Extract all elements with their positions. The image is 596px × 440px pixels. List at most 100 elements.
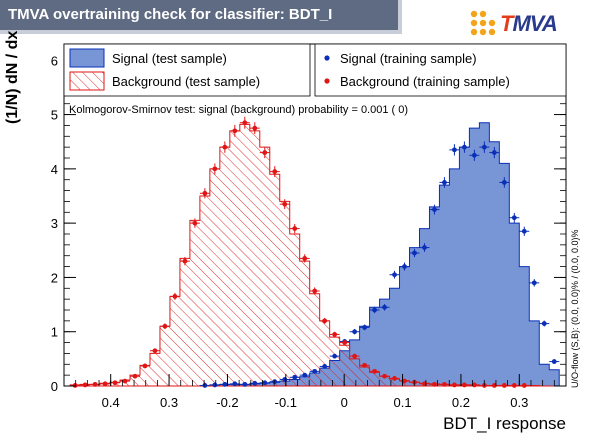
background-training-point [379,373,390,379]
background-training-point [319,317,330,324]
background-training-marker [222,144,228,150]
background-training-point [159,323,170,330]
background-training-marker [92,381,98,387]
background-training-marker [402,378,407,384]
legend-box-right [314,43,567,97]
background-training-point [140,363,150,369]
signal-training-marker [501,180,507,185]
signal-training-marker [302,372,308,378]
y-tick-label: 5 [51,108,58,123]
legend-swatch-signal-test [69,48,105,68]
background-training-point [259,146,270,159]
signal-training-marker [462,144,467,150]
background-training-marker [372,368,377,374]
legend-swatch-background-test [69,71,105,91]
signal-training-marker [541,321,547,326]
x-tick-label: 0.3 [160,395,178,410]
signal-training-point [459,141,470,153]
background-training-point [249,122,260,135]
background-training-marker [252,125,258,131]
signal-training-marker [372,307,377,313]
y-tick-label: 4 [51,162,58,177]
y-tick-label: 2 [51,270,58,285]
background-training-point [149,348,160,354]
background-training-marker [162,323,168,329]
background-training-marker [392,376,397,381]
background-training-point [199,188,210,199]
signal-training-marker [521,228,527,234]
signal-training-point [379,304,390,311]
signal-training-marker [402,264,407,269]
signal-training-marker [282,377,288,382]
background-training-point [449,382,460,388]
signal-training-point [489,146,500,159]
signal-training-point [519,226,530,236]
x-tick-label: 0.2 [452,395,470,410]
signal-training-point [469,149,480,161]
background-training-marker [521,383,527,388]
background-training-marker [302,256,308,261]
x-tick-label: -0.1 [275,395,297,410]
signal-training-point [299,372,310,378]
legend-marker-signal-training [324,55,330,61]
background-training-point [90,381,101,387]
signal-training-marker [322,364,328,369]
background-training-marker [462,382,467,388]
background-training-point [329,331,340,338]
background-training-marker [202,190,208,196]
y-tick-label: 6 [51,53,58,68]
background-training-marker [272,169,278,174]
legend-label-signal-test: Signal (test sample) [112,51,227,66]
background-training-point [359,362,370,368]
signal-training-point [399,262,410,271]
background-training-point [189,218,200,228]
signal-training-marker [362,324,367,330]
signal-training-marker [491,150,497,155]
logo-text: TMVA [500,11,558,36]
signal-training-marker [272,379,278,385]
signal-training-point [269,379,280,385]
signal-training-marker [232,381,238,387]
y-tick-label: 1 [51,325,58,340]
y-tick-label: 0 [51,379,58,394]
background-training-marker [82,382,88,388]
background-training-point [179,257,190,266]
signal-training-marker [531,280,537,286]
signal-training-point [529,279,540,287]
signal-training-point [439,177,450,188]
legend-marker-background-training [324,78,330,84]
x-tick-label: 0 [341,395,348,410]
background-training-point [130,373,141,379]
logo-dots-icon [470,10,496,36]
signal-training-marker [262,380,268,386]
signal-training-point [409,248,420,258]
background-training-marker [501,383,507,388]
signal-training-marker [332,353,338,359]
background-training-marker [262,150,268,155]
background-training-marker [102,381,108,387]
background-training-marker [242,120,248,126]
background-training-marker [122,378,128,384]
signal-training-point [449,144,460,156]
background-training-marker [362,362,367,368]
background-training-point [389,376,400,381]
signal-training-marker [471,152,477,158]
background-training-point [229,124,240,137]
signal-training-marker [452,147,457,153]
signal-training-marker [442,180,447,185]
signal-training-marker [481,144,487,150]
signal-training-marker [382,304,387,310]
background-training-point [439,381,450,387]
signal-training-point [259,380,270,386]
background-training-point [349,353,360,359]
background-training-point [299,254,310,263]
background-training-point [339,340,350,345]
background-training-point [289,223,300,234]
background-training-point [309,287,320,295]
signal-training-point [229,381,240,387]
signal-training-marker [551,359,557,364]
background-training-marker [452,382,457,388]
signal-training-point [499,177,510,188]
background-training-point [469,382,480,388]
background-training-point [269,166,280,177]
